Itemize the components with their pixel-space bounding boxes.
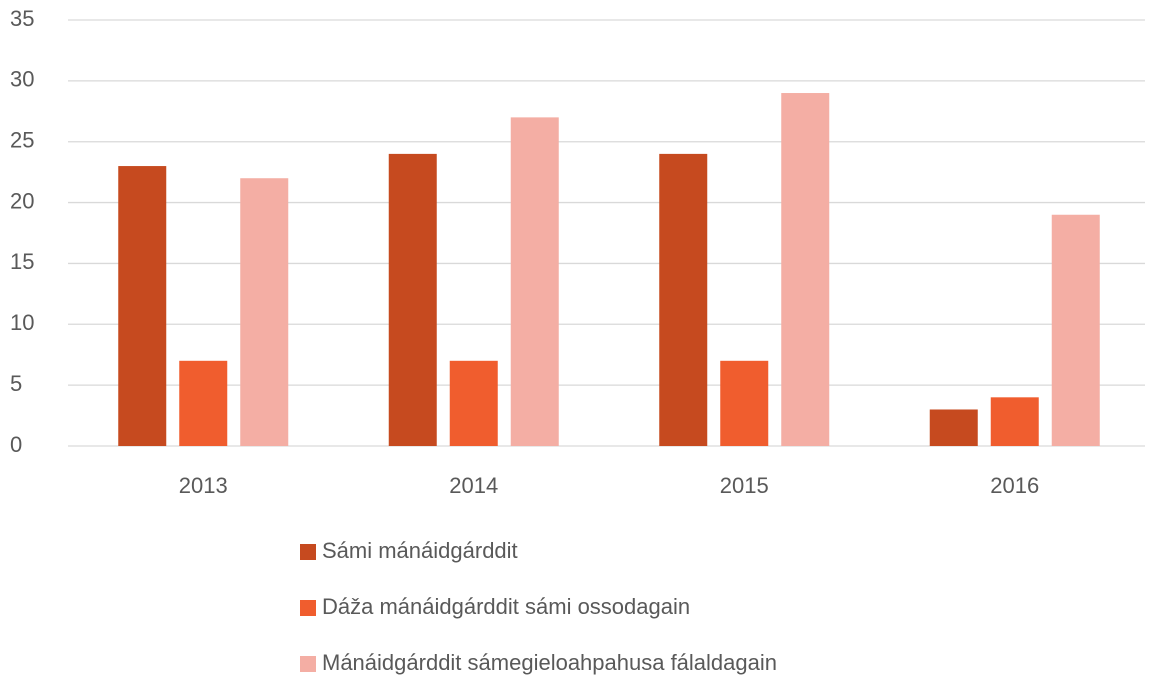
y-tick-label: 5 [10,371,22,396]
bar [118,166,167,447]
bar [1051,214,1100,446]
y-tick-label: 20 [10,188,34,213]
legend-label: Dáža mánáidgárddit sámi ossodagain [322,594,690,619]
y-tick-label: 35 [10,6,34,31]
y-tick-label: 25 [10,128,34,153]
x-tick-label: 2013 [179,473,228,498]
legend-swatch [300,656,316,672]
bar [990,397,1039,446]
x-tick-label: 2014 [449,473,498,498]
bar [240,178,289,446]
y-tick-label: 0 [10,432,22,457]
bar [449,360,498,446]
bar [929,409,978,446]
y-tick-label: 15 [10,249,34,274]
x-tick-label: 2015 [720,473,769,498]
legend-swatch [300,544,316,560]
bar [388,153,437,446]
x-tick-label: 2016 [990,473,1039,498]
bar [179,360,228,446]
y-tick-label: 10 [10,310,34,335]
y-tick-label: 30 [10,67,34,92]
legend-label: Mánáidgárddit sámegieloahpahusa fálaldag… [322,650,777,675]
bar [659,153,708,446]
bar [510,117,559,446]
legend-label: Sámi mánáidgárddit [322,538,518,563]
bar [781,93,830,447]
legend-swatch [300,600,316,616]
bar [720,360,769,446]
